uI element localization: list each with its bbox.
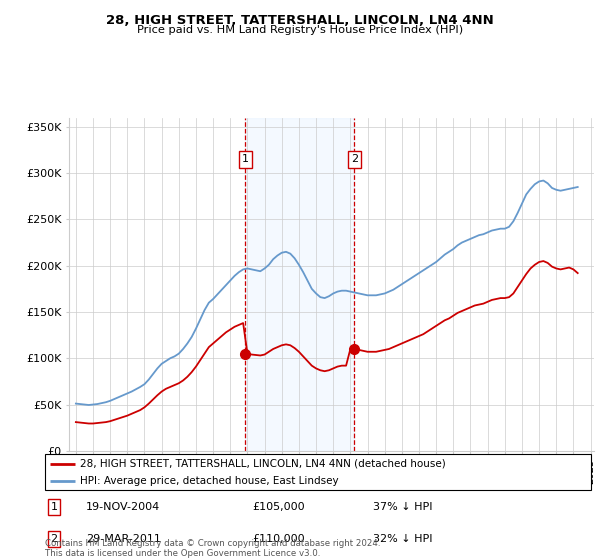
Text: 37% ↓ HPI: 37% ↓ HPI bbox=[373, 502, 432, 512]
Text: 28, HIGH STREET, TATTERSHALL, LINCOLN, LN4 4NN: 28, HIGH STREET, TATTERSHALL, LINCOLN, L… bbox=[106, 14, 494, 27]
Text: £110,000: £110,000 bbox=[253, 534, 305, 544]
Text: HPI: Average price, detached house, East Lindsey: HPI: Average price, detached house, East… bbox=[80, 476, 339, 486]
Text: Price paid vs. HM Land Registry's House Price Index (HPI): Price paid vs. HM Land Registry's House … bbox=[137, 25, 463, 35]
Text: 19-NOV-2004: 19-NOV-2004 bbox=[86, 502, 160, 512]
Text: 29-MAR-2011: 29-MAR-2011 bbox=[86, 534, 161, 544]
Text: 1: 1 bbox=[242, 154, 249, 164]
Text: 2: 2 bbox=[351, 154, 358, 164]
Text: 28, HIGH STREET, TATTERSHALL, LINCOLN, LN4 4NN (detached house): 28, HIGH STREET, TATTERSHALL, LINCOLN, L… bbox=[80, 459, 446, 469]
Bar bbox=[245, 118, 355, 451]
Text: Contains HM Land Registry data © Crown copyright and database right 2024.
This d: Contains HM Land Registry data © Crown c… bbox=[45, 539, 380, 558]
Text: 32% ↓ HPI: 32% ↓ HPI bbox=[373, 534, 432, 544]
Text: 1: 1 bbox=[50, 502, 58, 512]
Text: £105,000: £105,000 bbox=[253, 502, 305, 512]
Text: 2: 2 bbox=[50, 534, 58, 544]
